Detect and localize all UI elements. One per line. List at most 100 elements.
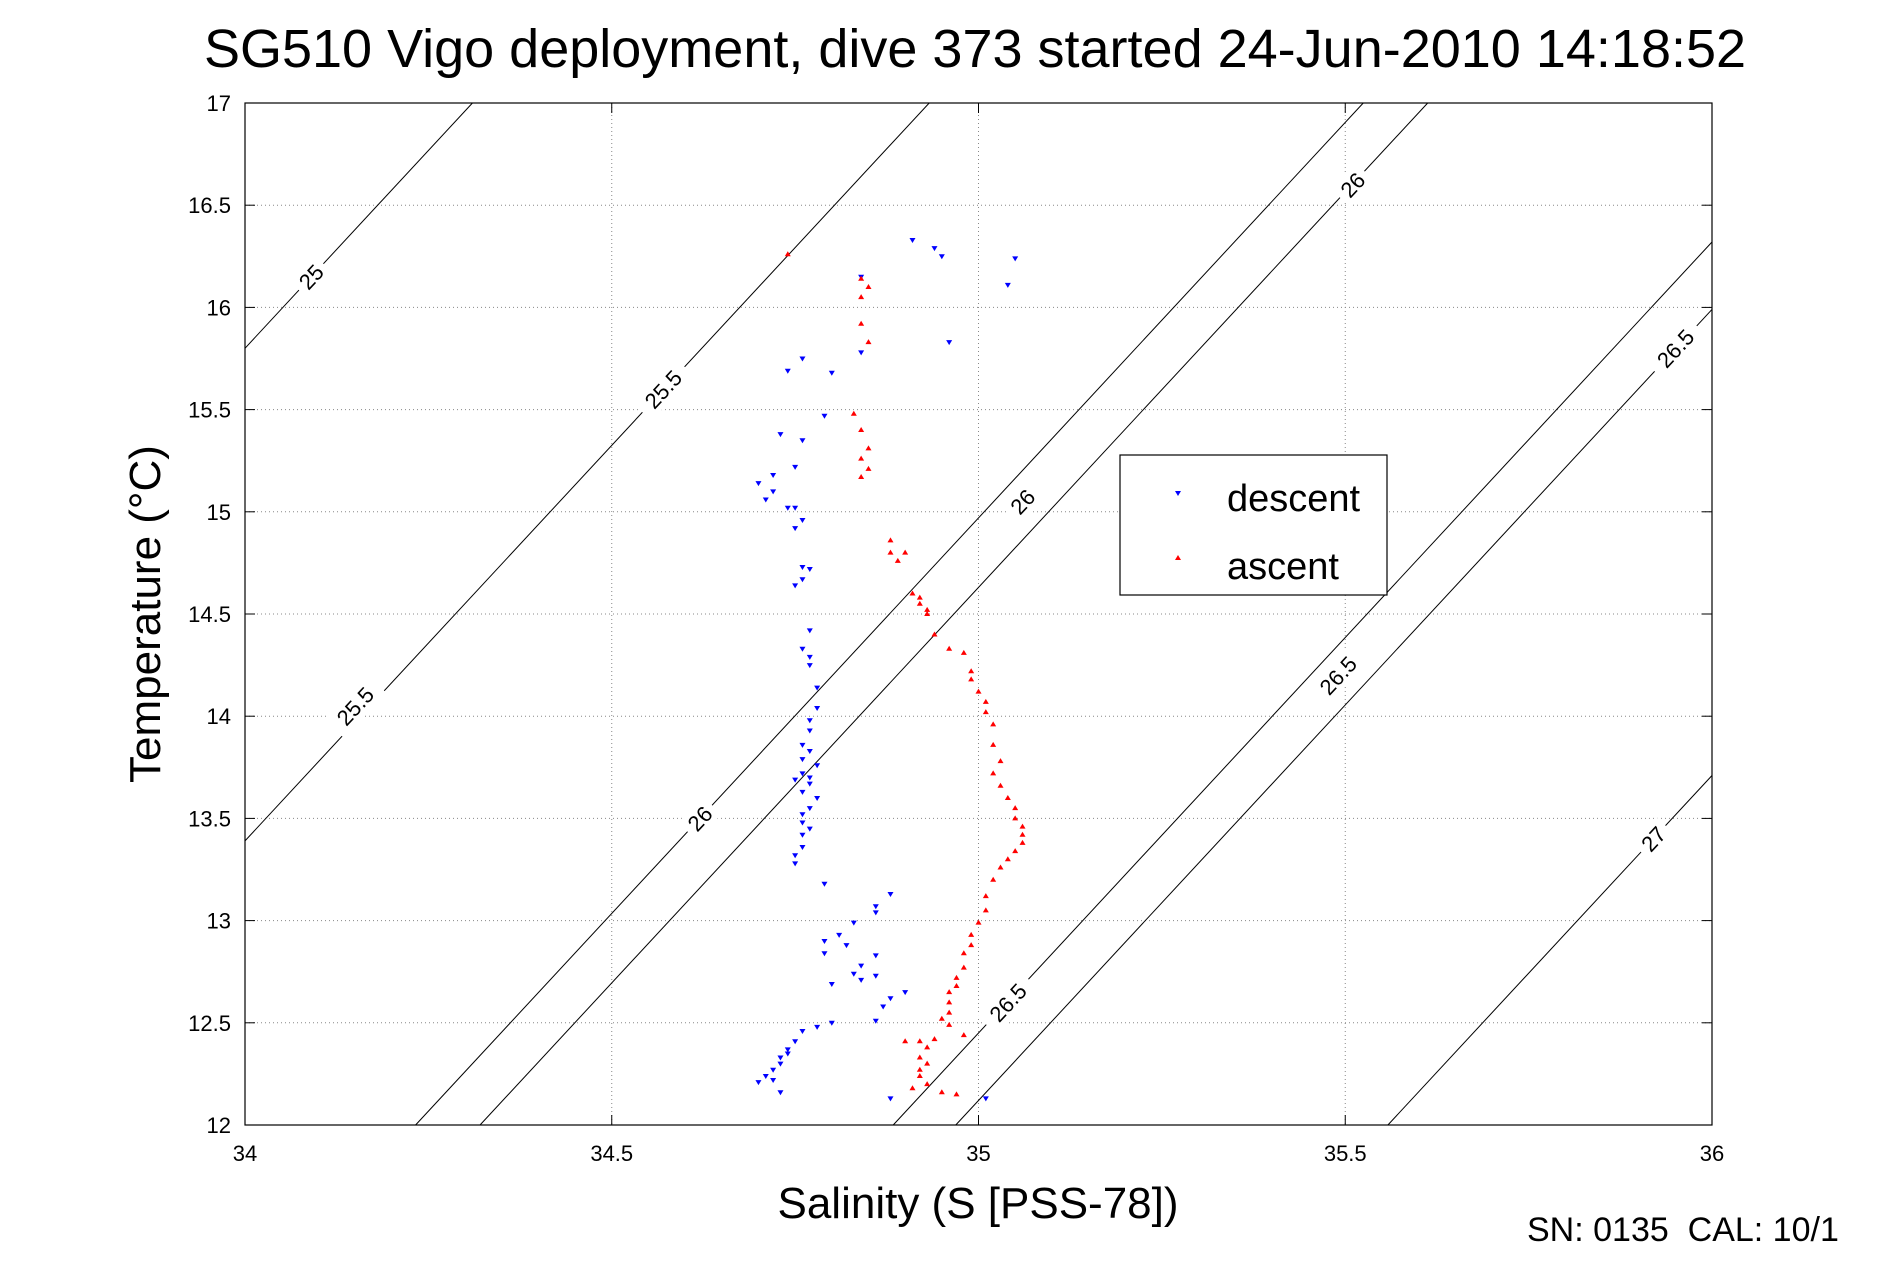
- ascent-point: [997, 864, 1004, 870]
- contour-label-bg: [1000, 479, 1045, 524]
- ascent-point: [916, 1054, 923, 1060]
- ascent-point: [858, 294, 865, 300]
- isopycnal-line: [415, 102, 1364, 1126]
- isopycnal-line: [892, 241, 1713, 1126]
- ascent-point: [916, 600, 923, 606]
- chart-title: SG510 Vigo deployment, dive 373 started …: [204, 19, 1746, 79]
- y-axis-ticks: 12 12.5 13 13.5 14 14.5 15 15.5 16 16.5 17: [188, 91, 1712, 1138]
- ascent-point: [902, 1038, 909, 1044]
- contour-label-bg: [677, 796, 722, 841]
- y-tick-label: 16.5: [188, 193, 231, 218]
- descent-point: [799, 832, 806, 838]
- descent-point: [828, 1020, 835, 1026]
- descent-point: [850, 920, 857, 926]
- legend: descent ascent: [1119, 454, 1388, 596]
- descent-point: [799, 757, 806, 763]
- ascent-point: [990, 770, 997, 776]
- ascent-point: [916, 594, 923, 600]
- y-tick-label: 13: [207, 909, 231, 934]
- y-tick-label: 15.5: [188, 398, 231, 423]
- descent-point: [792, 777, 799, 783]
- descent-point: [814, 763, 821, 769]
- descent-point: [799, 564, 806, 570]
- descent-point: [931, 246, 938, 252]
- grid-lines: [245, 103, 1712, 1125]
- x-axis-ticks: 34 34.5 35 35.5 36: [233, 103, 1724, 1166]
- descent-point: [792, 861, 799, 867]
- descent-point: [946, 340, 953, 346]
- descent-point: [858, 350, 865, 356]
- descent-point: [770, 1078, 777, 1084]
- descent-point: [828, 981, 835, 987]
- descent-point: [1012, 256, 1019, 262]
- contour-label-bg: [632, 357, 694, 421]
- x-tick-label: 35: [966, 1141, 990, 1166]
- descent-point: [887, 996, 894, 1002]
- descent-point: [821, 881, 828, 887]
- ascent-point: [960, 1032, 967, 1038]
- descent-point: [828, 370, 835, 376]
- ascent-point: [960, 950, 967, 956]
- descent-point: [1004, 282, 1011, 288]
- ascent-point: [865, 339, 872, 345]
- descent-point: [814, 1024, 821, 1030]
- ascent-point: [990, 876, 997, 882]
- descent-point: [770, 1067, 777, 1073]
- contour-label-bg: [977, 970, 1039, 1034]
- ascent-point: [953, 974, 960, 980]
- ascent-point: [784, 251, 791, 257]
- ascent-point: [924, 611, 931, 616]
- legend-ascent-marker: [1175, 555, 1181, 560]
- instrument-serial-footer: SN: 0135 CAL: 10/1: [1527, 1211, 1839, 1249]
- ascent-point: [887, 549, 894, 555]
- ascent-point: [916, 1072, 923, 1078]
- ascent-point: [924, 1060, 931, 1066]
- legend-descent-marker: [1175, 491, 1181, 496]
- ascent-point: [909, 590, 916, 596]
- contour-label-bg: [1307, 643, 1369, 707]
- descent-point: [792, 1039, 799, 1045]
- ascent-point: [990, 721, 997, 727]
- ascent-point: [982, 709, 989, 715]
- ascent-point: [1004, 856, 1011, 862]
- descent-point: [755, 481, 762, 487]
- y-tick-label: 14.5: [188, 602, 231, 627]
- descent-point: [784, 368, 791, 374]
- descent-point: [777, 1061, 784, 1067]
- ascent-point: [858, 455, 865, 461]
- ascent-point: [1012, 815, 1019, 821]
- descent-point: [902, 990, 909, 996]
- legend-descent-label: descent: [1227, 478, 1361, 520]
- descent-point: [799, 438, 806, 444]
- ascent-point: [968, 931, 975, 937]
- x-axis-label: Salinity (S [PSS-78]): [777, 1179, 1178, 1228]
- descent-point: [806, 748, 813, 754]
- ascent-point: [1012, 805, 1019, 811]
- ascent-point: [946, 999, 953, 1005]
- descent-point: [821, 413, 828, 419]
- ascent-point: [924, 1081, 931, 1087]
- ascent-point: [982, 907, 989, 913]
- ascent-point: [909, 1085, 916, 1091]
- ascent-point: [858, 320, 865, 326]
- ascent-point: [982, 893, 989, 899]
- ascent-point: [931, 1036, 938, 1042]
- y-tick-label: 12: [207, 1113, 231, 1138]
- legend-box: [1119, 454, 1388, 596]
- descent-point: [858, 963, 865, 969]
- descent-point: [843, 943, 850, 949]
- ascent-point: [968, 676, 975, 682]
- descent-point: [792, 464, 799, 470]
- descent-point: [880, 1004, 887, 1010]
- descent-point: [792, 583, 799, 589]
- descent-point: [792, 853, 799, 859]
- descent-point: [806, 628, 813, 634]
- ascent-point: [982, 698, 989, 704]
- descent-point: [770, 473, 777, 479]
- contour-label-bg: [1330, 162, 1375, 207]
- legend-ascent-label: ascent: [1227, 546, 1339, 588]
- ascent-point: [1019, 831, 1026, 837]
- y-tick-label: 14: [207, 704, 231, 729]
- descent-point: [821, 939, 828, 945]
- descent-point: [762, 1073, 769, 1079]
